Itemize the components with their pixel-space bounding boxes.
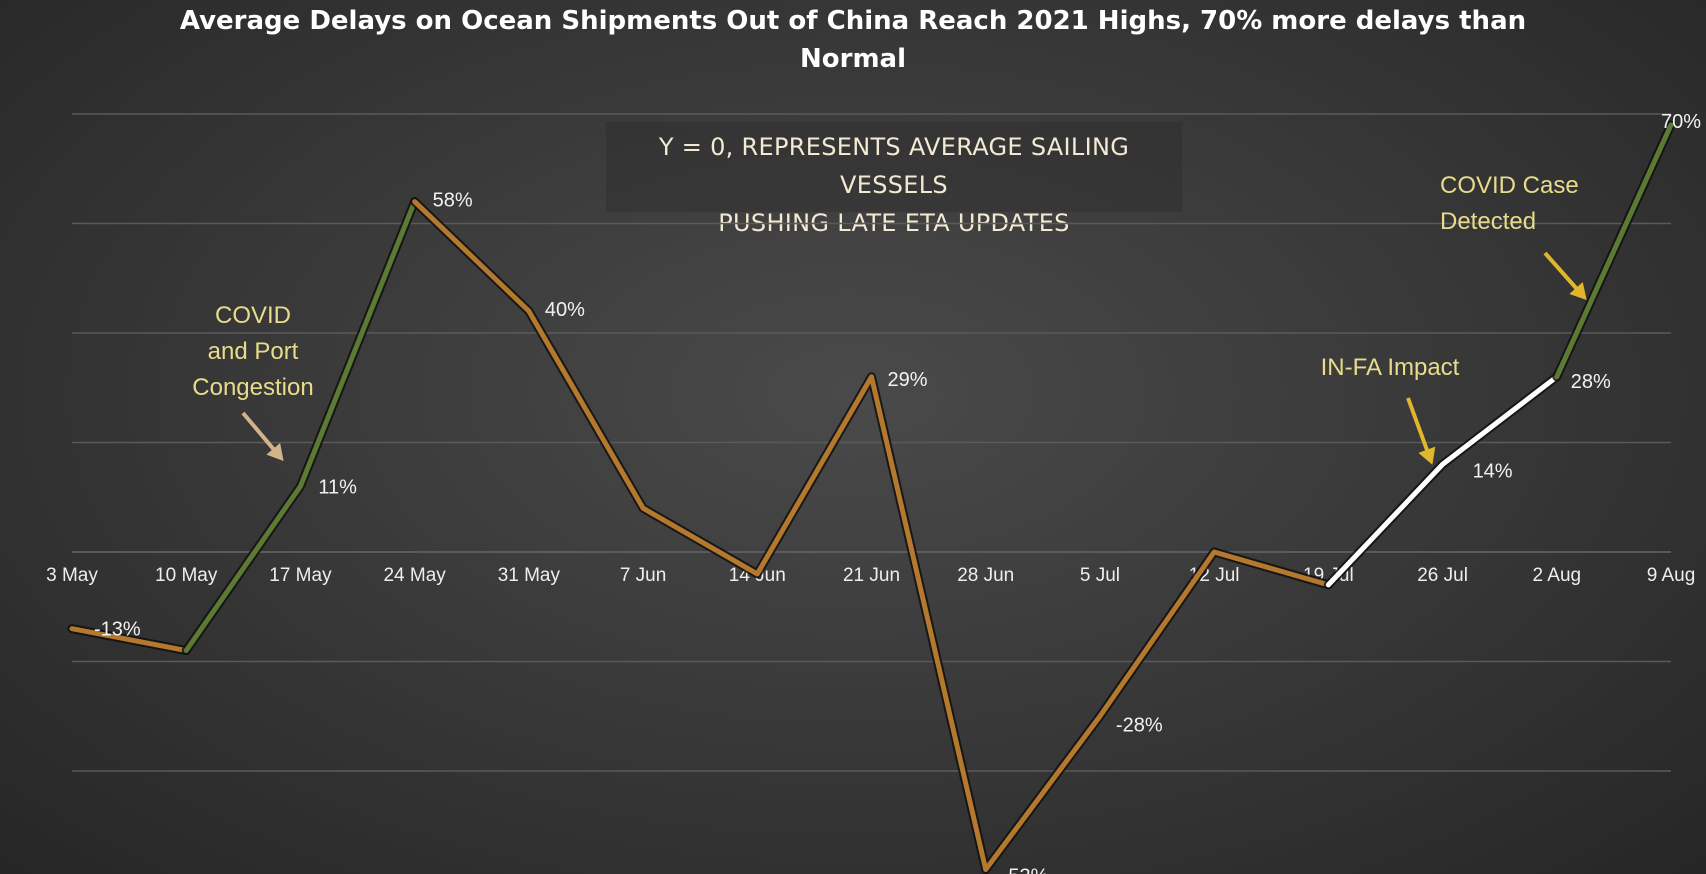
x-tick-label: 31 May: [498, 565, 561, 586]
annotation-text: COVID and Port Congestion: [192, 302, 313, 401]
x-tick-label: 7 Jun: [620, 565, 666, 586]
data-label: 29%: [888, 369, 928, 391]
x-tick-label: 17 May: [269, 565, 332, 586]
data-label: -28%: [1116, 714, 1163, 736]
series-line-segment: [1554, 122, 1674, 380]
data-label: -13%: [94, 619, 141, 641]
data-label: 28%: [1571, 371, 1611, 393]
x-tick-label: 26 Jul: [1417, 565, 1468, 586]
series-line-segment: [412, 199, 1331, 873]
subtitle-line-1: Y = 0, REPRESENTS AVERAGE SAILING VESSEL…: [658, 133, 1130, 199]
x-tick-label: 3 May: [46, 565, 98, 586]
data-label: -53%: [1002, 866, 1049, 874]
x-tick-label: 2 Aug: [1532, 565, 1581, 586]
series-line-segment: [1325, 374, 1560, 588]
annotation-text: IN-FA Impact: [1321, 354, 1460, 381]
data-label: 70%: [1661, 111, 1701, 133]
x-tick-label: 5 Jul: [1080, 565, 1120, 586]
annotation-arrowhead: [266, 443, 284, 462]
data-label: 14%: [1473, 460, 1513, 482]
chart-title: Average Delays on Ocean Shipments Out of…: [179, 6, 1527, 74]
data-label: 58%: [433, 190, 473, 212]
data-label: 40%: [545, 299, 585, 321]
x-tick-label: 28 Jun: [957, 565, 1014, 586]
data-label: 11%: [318, 476, 357, 498]
annotation-text: COVID Case Detected: [1440, 172, 1579, 235]
annotation-arrowhead: [1418, 446, 1436, 465]
subtitle-box: [606, 122, 1182, 212]
annotation-arrowhead: [1569, 282, 1587, 300]
x-tick-label: 24 May: [383, 565, 446, 586]
series-line-segment: [183, 199, 418, 654]
x-tick-label: 9 Aug: [1647, 565, 1696, 586]
series-line-outline: [1323, 372, 1562, 590]
x-tick-label: 10 May: [155, 565, 218, 586]
x-tick-label: 21 Jun: [843, 565, 900, 586]
series-line-segment: [69, 626, 189, 654]
